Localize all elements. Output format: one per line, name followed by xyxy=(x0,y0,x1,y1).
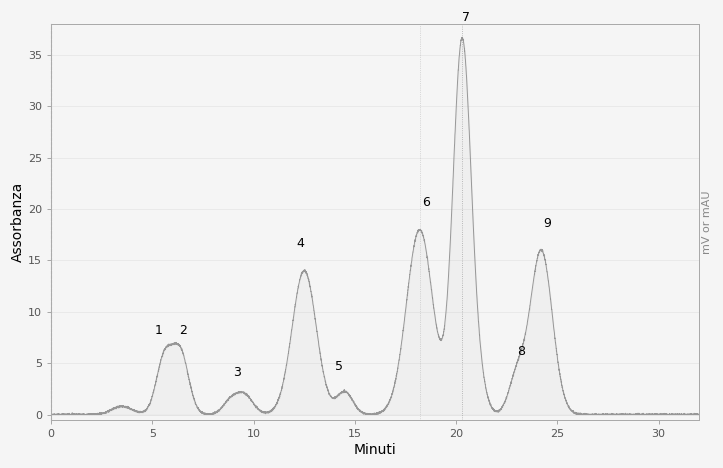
Text: 2: 2 xyxy=(179,324,187,337)
Text: 7: 7 xyxy=(462,11,470,24)
Y-axis label: Assorbanza: Assorbanza xyxy=(11,182,25,262)
X-axis label: Minuti: Minuti xyxy=(354,443,396,457)
Text: 5: 5 xyxy=(335,360,343,373)
Text: 6: 6 xyxy=(422,196,429,209)
Text: 8: 8 xyxy=(517,345,525,358)
Text: 1: 1 xyxy=(155,324,163,337)
Text: 3: 3 xyxy=(234,366,241,379)
Text: 4: 4 xyxy=(296,237,304,250)
Y-axis label: mV or mAU: mV or mAU xyxy=(702,190,712,254)
Text: 9: 9 xyxy=(543,217,551,230)
